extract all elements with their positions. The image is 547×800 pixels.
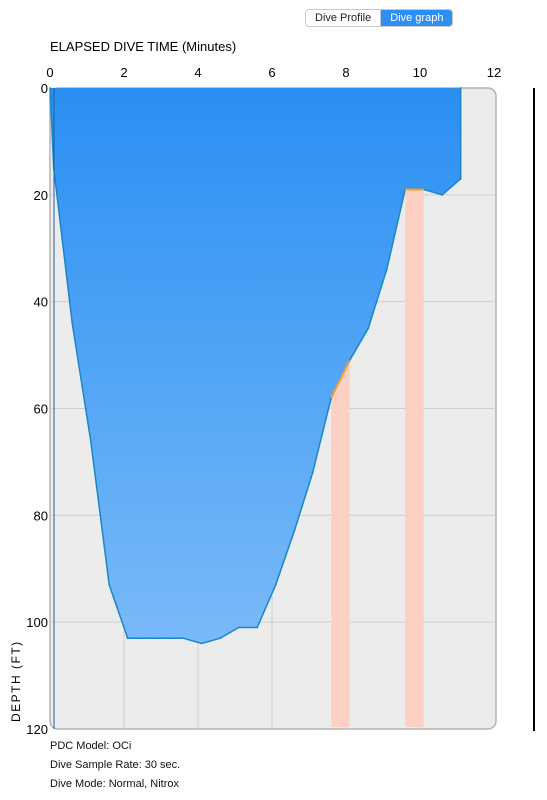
x-tick-label: 8 [342, 65, 349, 80]
x-tick-label: 12 [487, 65, 501, 80]
y-tick-label: 0 [41, 81, 48, 96]
depth-point [126, 637, 129, 640]
depth-point [385, 268, 388, 271]
depth-point [89, 439, 92, 442]
ascent-warning-segment [330, 359, 351, 399]
depth-point [459, 177, 462, 180]
depth-point [108, 583, 111, 586]
depth-point [459, 87, 462, 89]
depth-point [182, 637, 185, 640]
sample-rate-text: Dive Sample Rate: 30 sec. [50, 759, 181, 771]
y-tick-label: 20 [34, 188, 48, 203]
pdc-model-text: PDC Model: OCi [50, 740, 132, 752]
depth-point [367, 327, 370, 330]
x-tick-label: 10 [413, 65, 427, 80]
dive-mode-text: Dive Mode: Normal, Nitrox [50, 778, 179, 790]
depth-point [200, 642, 203, 645]
depth-point [311, 471, 314, 474]
x-tick-label: 4 [194, 65, 201, 80]
y-tick-label: 80 [34, 508, 48, 523]
depth-point [237, 626, 240, 629]
y-tick-label: 40 [34, 295, 48, 310]
x-axis-label: ELAPSED DIVE TIME (Minutes) [50, 39, 236, 54]
depth-point [293, 530, 296, 533]
x-tick-label: 6 [268, 65, 275, 80]
depth-point [219, 637, 222, 640]
view-segmented-control: Dive Profile Dive graph [305, 9, 454, 27]
y-tick-label: 100 [26, 615, 48, 630]
depth-area [50, 88, 461, 644]
depth-point [49, 87, 51, 89]
series-layer [49, 87, 462, 729]
y-axis-label: DEPTH (FT) [9, 640, 23, 722]
x-tick-label: 2 [120, 65, 127, 80]
dive-profile-tab[interactable]: Dive Profile [306, 10, 382, 26]
depth-point [145, 637, 148, 640]
depth-point [256, 626, 259, 629]
depth-point [274, 583, 277, 586]
depth-point [163, 637, 166, 640]
y-tick-label: 120 [26, 722, 48, 737]
y-tick-label: 60 [34, 402, 48, 417]
dive-graph-tab[interactable]: Dive graph [381, 10, 453, 26]
ascent-warning-band [405, 88, 424, 727]
x-tick-label: 0 [46, 65, 53, 80]
depth-point [71, 322, 74, 324]
depth-point [441, 193, 444, 196]
